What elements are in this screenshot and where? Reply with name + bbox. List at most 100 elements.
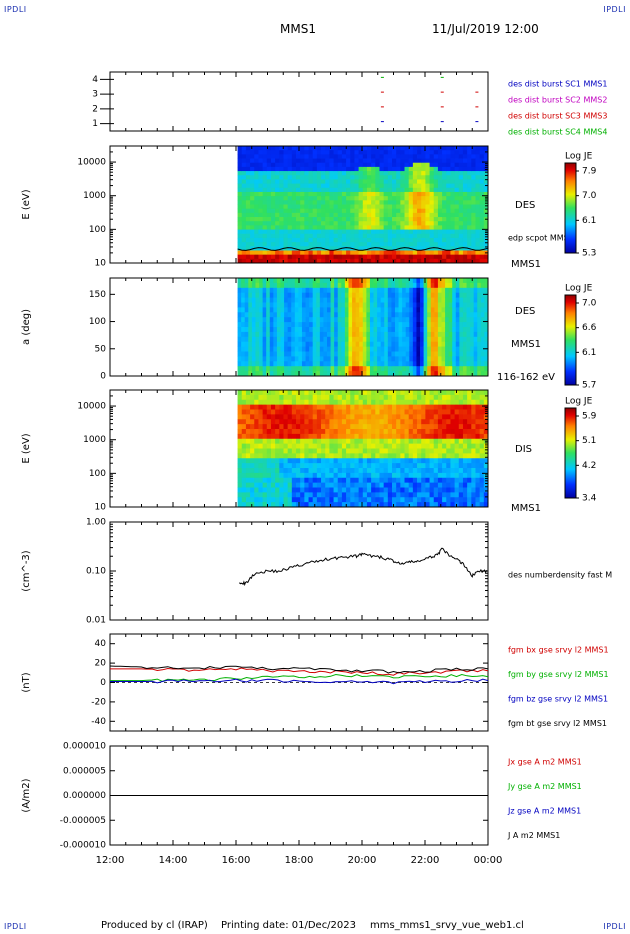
spectrogram-cells [237,278,489,377]
density-line [239,547,488,587]
colorbar-tick-label: 6.1 [582,348,596,358]
footer-produced-by: Produced by cl (IRAP) [101,920,208,931]
colorbar-tick-label: 5.3 [582,249,596,259]
b-field-line [110,667,489,676]
colorbar-tick-label: 5.1 [582,436,596,446]
colorbar-tick-label: 5.9 [582,412,597,422]
colorbar-title: Log JE [565,152,593,162]
y-tick-label: 0.01 [86,616,106,626]
burst-legend-entry: des dist burst SC4 MMS4 [508,128,607,137]
b-field-line [109,665,489,674]
corner-label-bottom-right: IPDLI [603,922,626,931]
panel-label: DIS [515,444,532,455]
y-tick-label: 10 [95,503,107,513]
y-tick-label: 3 [92,90,98,100]
series-legend-entry: Jx gse A m2 MMS1 [507,758,582,767]
panel-label: MMS1 [511,503,541,514]
series-legend-entry: fgm bz gse srvy l2 MMS1 [508,695,608,704]
burst-legend-entry: des dist burst SC1 MMS1 [508,80,607,89]
y-tick-label: 1000 [83,191,106,201]
panel-label: 116-162 eV [497,372,555,383]
y-axis-label: a (deg) [21,309,32,345]
y-tick-label: -0.000010 [60,841,106,851]
spacecraft-potential-line [237,247,489,251]
y-axis-label: E (eV) [21,189,32,219]
y-tick-label: 40 [95,639,107,649]
stacked-chart: 4 3 2 1 des dist burst SC1 MMS1 des dist burs… [21,71,612,866]
y-tick-label: 10000 [77,402,106,412]
y-tick-label: 150 [89,290,106,300]
panel-frame [109,71,489,132]
burst-legend-entry: des dist burst SC2 MMS2 [508,96,607,105]
series-legend-entry: des numberdensity fast M [508,571,612,580]
panel-frame [109,521,489,621]
colorbar [564,294,577,386]
y-tick-label: 100 [89,317,106,327]
y-tick-label: 0.000010 [63,742,106,752]
mission-title: MMS1 [280,22,316,36]
y-axis-label: (nT) [21,672,32,692]
burst-legend-entry: des dist burst SC3 MMS3 [508,112,607,121]
colorbar-title: Log JE [565,284,593,294]
x-tick-label: 22:00 [411,855,440,866]
datetime-title: 11/Jul/2019 12:00 [432,22,539,36]
y-tick-label: 10 [95,259,107,269]
corner-label-top-right: IPDLI [603,5,626,14]
colorbar-tick-label: 7.9 [582,167,597,177]
series-legend-entry: fgm bt gse srvy l2 MMS1 [508,719,607,728]
series-legend-entry: J A m2 MMS1 [507,831,560,840]
y-tick-label: -0.000005 [60,816,106,826]
colorbar-tick-label: 7.0 [582,191,597,201]
y-tick-label: 100 [89,225,106,235]
colorbar-tick-label: 5.7 [582,381,596,391]
panel-label: MMS1 [511,259,541,270]
y-tick-label: 20 [95,659,107,669]
y-tick-label: 2 [92,104,98,114]
series-legend-entry: fgm bx gse srvy l2 MMS1 [508,646,609,655]
colorbar [564,162,577,254]
panel-label: DES [515,200,535,211]
series-legend-entry: Jy gse A m2 MMS1 [507,782,582,791]
spectrogram-cells [237,146,489,264]
series-legend-entry: Jz gse A m2 MMS1 [507,807,581,816]
x-tick-label: 12:00 [96,855,125,866]
y-tick-label: -20 [91,697,106,707]
colorbar-tick-label: 6.1 [582,216,596,226]
colorbar-tick-label: 6.6 [582,323,597,333]
y-tick-label: 10000 [77,158,106,168]
x-tick-label: 18:00 [285,855,314,866]
y-tick-label: 0.000005 [63,766,106,776]
y-tick-label: -40 [91,717,106,727]
y-tick-label: 1000 [83,435,106,445]
y-tick-label: 50 [95,344,107,354]
y-tick-label: 4 [92,75,98,85]
y-tick-label: 0 [100,678,106,688]
colorbar-tick-label: 7.0 [582,299,597,309]
corner-label-bottom-left: IPDLI [4,922,27,931]
b-field-line [110,678,489,685]
y-tick-label: 100 [89,469,106,479]
x-tick-label: 20:00 [348,855,377,866]
x-tick-label: 14:00 [159,855,188,866]
colorbar-tick-label: 3.4 [582,494,597,504]
series-legend-entry: fgm by gse srvy l2 MMS1 [508,670,609,679]
y-tick-label: 1 [92,119,98,129]
y-tick-label: 0.000000 [63,791,106,801]
x-tick-label: 16:00 [222,855,251,866]
footer-printing-date: Printing date: 01/Dec/2023 [221,920,357,931]
y-axis-label: (cm^-3) [21,550,32,591]
panel-label: edp scpot MMS1 [508,234,574,243]
y-tick-label: 0.10 [86,567,106,577]
y-axis-label: E (eV) [21,433,32,463]
y-tick-label: 0 [100,372,106,382]
spectrogram-cells [237,390,489,508]
colorbar [564,407,577,499]
x-tick-label: 00:00 [474,855,503,866]
colorbar-tick-label: 4.2 [582,461,596,471]
colorbar-title: Log JE [565,397,593,407]
y-axis-label: (A/m2) [21,778,32,812]
corner-label-top-left: IPDLI [4,5,27,14]
panel-label: DES [515,306,535,317]
y-tick-label: 1.00 [86,518,106,528]
panel-label: MMS1 [511,339,541,350]
